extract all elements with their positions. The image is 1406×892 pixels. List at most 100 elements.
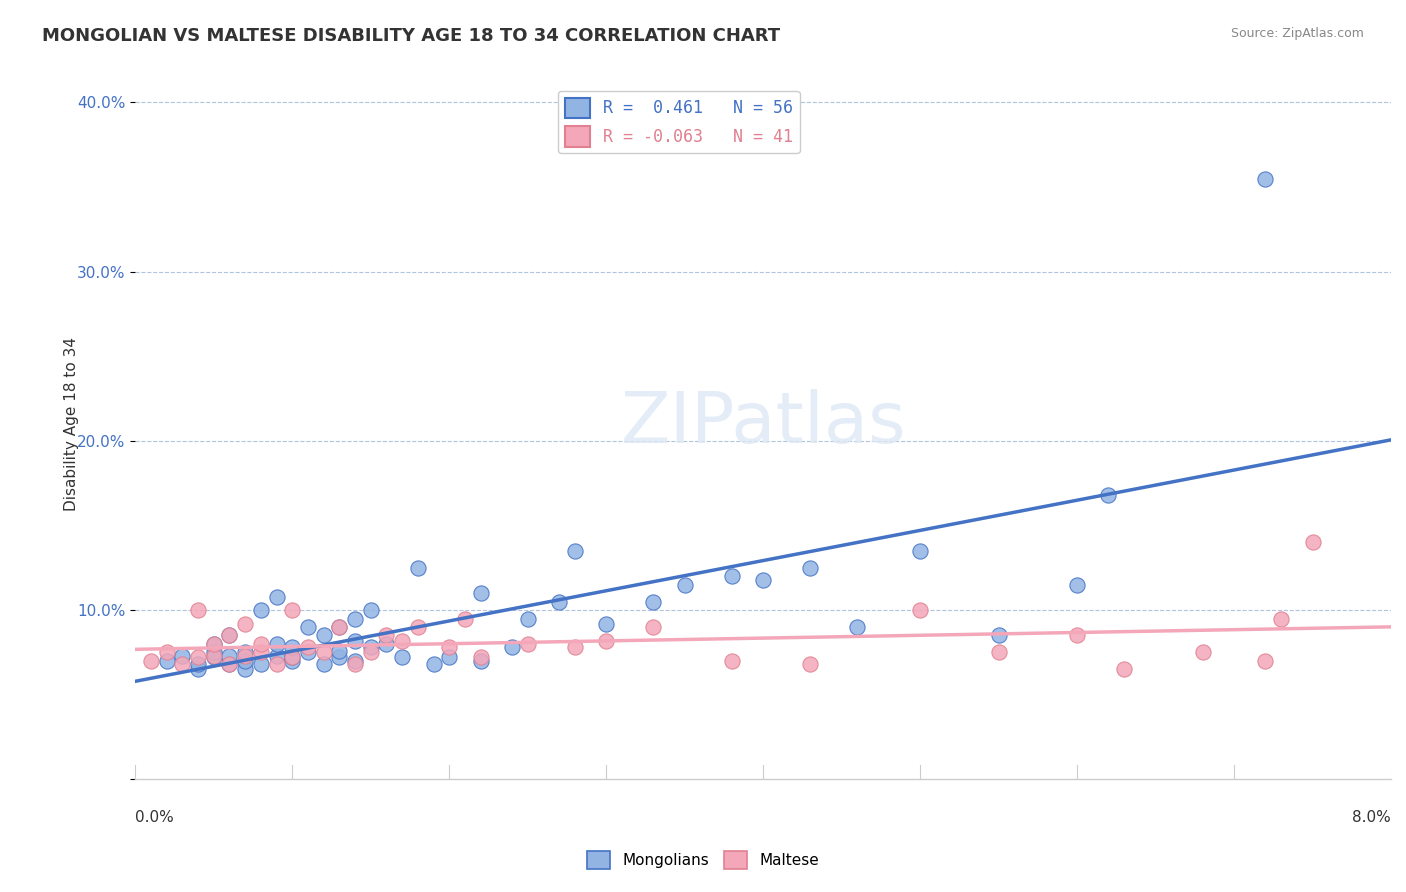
Text: MONGOLIAN VS MALTESE DISABILITY AGE 18 TO 34 CORRELATION CHART: MONGOLIAN VS MALTESE DISABILITY AGE 18 T… [42,27,780,45]
Point [250,657,273,672]
Point [564,640,586,655]
Point [501,640,523,655]
Point [1066,577,1088,591]
Point [344,657,367,672]
Point [375,628,398,642]
Point [250,603,273,617]
Point [595,633,617,648]
Point [516,637,538,651]
Point [391,650,413,665]
Point [250,637,273,651]
Point [218,657,240,672]
Point [344,633,367,648]
Point [187,662,209,676]
Point [187,657,209,672]
Point [564,544,586,558]
Point [233,662,256,676]
Point [187,650,209,665]
Point [312,645,335,659]
Point [202,648,225,663]
Point [799,657,821,672]
Point [250,645,273,659]
Point [139,654,162,668]
Point [202,645,225,659]
Point [908,603,931,617]
Point [846,620,869,634]
Point [328,620,350,634]
Point [297,645,319,659]
Point [391,633,413,648]
Point [752,573,775,587]
Point [233,616,256,631]
Point [344,611,367,625]
Point [202,650,225,665]
Point [281,654,304,668]
Point [202,637,225,651]
Point [437,640,460,655]
Point [187,603,209,617]
Point [233,648,256,663]
Point [266,648,288,663]
Point [516,611,538,625]
Point [720,569,742,583]
Point [375,637,398,651]
Point [470,586,492,600]
Point [281,650,304,665]
Point [202,637,225,651]
Point [595,616,617,631]
Point [218,628,240,642]
Y-axis label: Disability Age 18 to 34: Disability Age 18 to 34 [63,337,79,511]
Point [281,640,304,655]
Point [156,654,179,668]
Text: ZIPatlas: ZIPatlas [620,390,905,458]
Point [470,650,492,665]
Point [406,560,429,574]
Point [233,645,256,659]
Legend: Mongolians, Maltese: Mongolians, Maltese [581,845,825,875]
Point [297,640,319,655]
Point [799,560,821,574]
Point [281,650,304,665]
Point [281,603,304,617]
Point [1066,628,1088,642]
Point [297,620,319,634]
Point [360,640,382,655]
Point [360,645,382,659]
Point [437,650,460,665]
Point [422,657,444,672]
Point [987,645,1010,659]
Text: 0.0%: 0.0% [135,810,174,825]
Point [470,654,492,668]
Point [172,648,194,663]
Point [673,577,696,591]
Point [218,628,240,642]
Point [156,645,179,659]
Point [172,657,194,672]
Text: Source: ZipAtlas.com: Source: ZipAtlas.com [1230,27,1364,40]
Point [1097,488,1119,502]
Point [312,628,335,642]
Point [908,544,931,558]
Point [344,654,367,668]
Point [266,657,288,672]
Point [643,594,665,608]
Point [312,657,335,672]
Point [1254,171,1277,186]
Point [1302,535,1324,549]
Point [1270,611,1292,625]
Point [266,637,288,651]
Point [548,594,571,608]
Point [218,657,240,672]
Point [1114,662,1136,676]
Point [328,620,350,634]
Point [720,654,742,668]
Point [1254,654,1277,668]
Point [406,620,429,634]
Point [987,628,1010,642]
Legend: R =  0.461   N = 56, R = -0.063   N = 41: R = 0.461 N = 56, R = -0.063 N = 41 [558,91,800,153]
Point [218,648,240,663]
Point [1191,645,1213,659]
Point [266,590,288,604]
Point [643,620,665,634]
Point [233,654,256,668]
